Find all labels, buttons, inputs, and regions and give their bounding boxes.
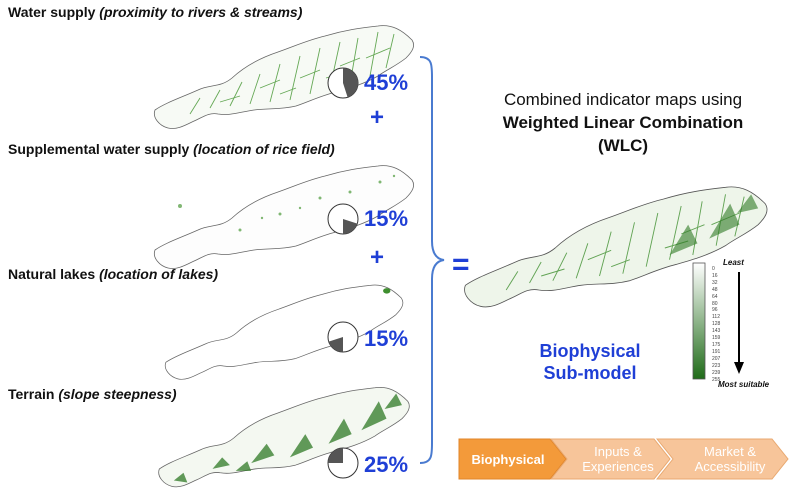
supplemental-water-map xyxy=(153,165,415,270)
legend-tick-label: 80 xyxy=(712,300,718,307)
combined-line-3: (WLC) xyxy=(597,136,649,155)
plus-sign-1: + xyxy=(370,104,385,131)
step-label-market: Market & Accessibility xyxy=(678,444,782,474)
submodel-line-1: Biophysical xyxy=(539,341,641,361)
step-label-biophysical: Biophysical xyxy=(460,452,556,467)
legend-tick-label: 255 xyxy=(712,376,721,383)
legend-tick-label: 32 xyxy=(712,279,718,286)
down-arrow-icon xyxy=(734,272,744,374)
indicator-detail: (slope steepness) xyxy=(58,386,177,402)
indicator-name: Terrain xyxy=(8,386,55,402)
legend-tick-label: 175 xyxy=(712,341,721,348)
step-inputs-experiences xyxy=(550,438,671,480)
legend-tick-labels: 0 16 32 48 64 80 96 112 128 143 159 175 191 207 223 239… xyxy=(712,266,720,383)
indicator-detail: (location of lakes) xyxy=(99,266,219,282)
legend-tick-label: 96 xyxy=(712,307,718,314)
legend-tick-label: 48 xyxy=(712,286,718,293)
indicator-name: Supplemental water supply xyxy=(8,141,190,157)
step-label-inputs: Inputs & Experiences xyxy=(570,444,666,474)
legend-least-label: Least xyxy=(723,258,744,267)
suitability-legend-bar xyxy=(692,262,706,380)
combine-brace xyxy=(419,56,445,464)
combined-line-2: Weighted Linear Combination xyxy=(502,113,744,132)
legend-tick-label: 207 xyxy=(712,355,721,362)
plus-sign-2: + xyxy=(370,244,385,271)
combined-line-1: Combined indicator maps using xyxy=(503,90,743,109)
indicator-title-water-supply: Water supply (proximity to rivers & stre… xyxy=(8,4,302,20)
natural-lakes-map xyxy=(164,284,404,380)
combined-description: Combined indicator maps using Weighted L… xyxy=(468,88,778,157)
legend-tick-label: 191 xyxy=(712,348,721,355)
indicator-name: Water supply xyxy=(8,4,96,20)
legend-tick-label: 143 xyxy=(712,328,721,335)
weight-label-water-supply: 45% xyxy=(364,70,409,95)
step-line-1: Inputs & xyxy=(594,444,642,459)
weight-pie-water-supply xyxy=(327,67,359,99)
weight-label-natural-lakes: 15% xyxy=(364,326,409,351)
legend-tick-label: 64 xyxy=(712,293,718,300)
legend-tick-label: 159 xyxy=(712,335,721,342)
equals-sign: = xyxy=(452,248,470,281)
combined-suitability-map xyxy=(463,186,768,308)
weight-pie-supplemental-water xyxy=(327,203,359,235)
step-line-1: Market & xyxy=(703,444,756,459)
legend-tick-label: 223 xyxy=(712,362,721,369)
indicator-title-terrain: Terrain (slope steepness) xyxy=(8,386,177,402)
step-biophysical xyxy=(458,438,567,480)
step-line-2: Accessibility xyxy=(694,459,766,474)
indicator-name: Natural lakes xyxy=(8,266,96,282)
terrain-map xyxy=(158,386,410,488)
indicator-title-natural-lakes: Natural lakes (location of lakes) xyxy=(8,266,218,282)
indicator-detail: (location of rice field) xyxy=(193,141,335,157)
weight-pie-terrain xyxy=(327,447,359,479)
submodel-title: Biophysical Sub-model xyxy=(500,340,680,384)
legend-tick-label: 16 xyxy=(712,272,718,279)
indicator-detail: (proximity to rivers & streams) xyxy=(99,4,303,20)
legend-tick-label: 239 xyxy=(712,369,721,376)
weight-label-supplemental-water: 15% xyxy=(364,206,409,231)
step-line-2: Experiences xyxy=(582,459,654,474)
step-market-accessibility xyxy=(656,438,789,480)
step-line-1: Biophysical xyxy=(471,452,545,467)
weight-pie-natural-lakes xyxy=(327,321,359,353)
legend-most-label: Most suitable xyxy=(718,380,770,389)
legend-tick-label: 112 xyxy=(712,314,720,321)
indicator-title-supplemental-water: Supplemental water supply (location of r… xyxy=(8,141,335,157)
weight-label-terrain: 25% xyxy=(364,452,409,477)
submodel-line-2: Sub-model xyxy=(543,363,637,383)
water-supply-map xyxy=(153,25,415,130)
legend-tick-label: 0 xyxy=(712,266,715,272)
legend-tick-label: 128 xyxy=(712,321,721,328)
